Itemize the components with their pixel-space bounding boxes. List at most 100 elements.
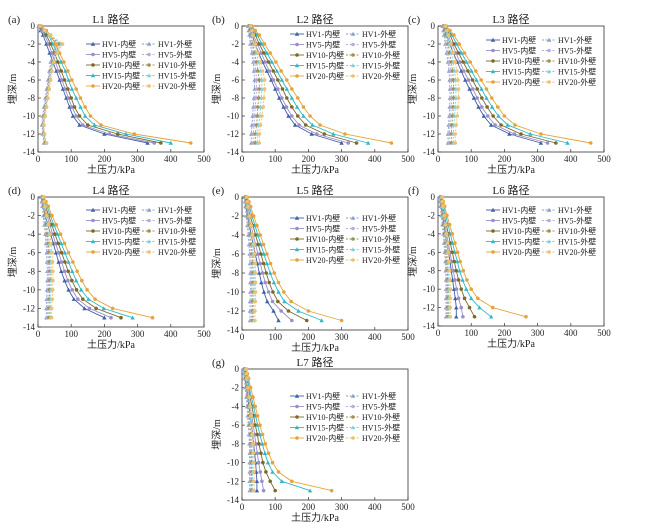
data-point <box>463 77 468 82</box>
data-point <box>255 223 259 228</box>
legend-marker <box>91 63 95 67</box>
data-point <box>99 123 103 127</box>
y-tick-label: -6 <box>232 75 240 85</box>
data-point <box>265 460 271 465</box>
data-point <box>263 60 268 64</box>
data-point <box>248 404 253 409</box>
legend-item: HV5-内壁 <box>86 49 136 59</box>
data-point <box>480 96 484 100</box>
legend-item: HV1-外壁 <box>542 35 592 45</box>
y-tick-label: -8 <box>232 93 240 103</box>
data-point <box>451 51 456 55</box>
data-point <box>82 113 88 118</box>
x-axis-label: 土压力/kPa <box>291 511 339 524</box>
data-point <box>253 290 258 294</box>
legend-label: HV10-外壁 <box>158 60 196 70</box>
data-point <box>261 289 267 294</box>
plot-frame <box>437 25 605 153</box>
data-point <box>259 252 263 256</box>
legend-item: HV5-内壁 <box>486 215 536 225</box>
legend-marker <box>91 84 95 88</box>
legend-item: HV1-外壁 <box>346 391 396 401</box>
data-point <box>256 69 260 73</box>
legend-item: HV20-内壁 <box>290 255 344 265</box>
legend-marker <box>546 37 552 42</box>
data-point <box>513 123 517 127</box>
data-point <box>132 132 137 136</box>
data-point <box>47 87 52 91</box>
data-point <box>49 306 54 311</box>
series-HV20-外壁 <box>41 195 55 320</box>
data-point <box>565 140 570 145</box>
x-tick-label: 100 <box>268 332 282 342</box>
legend-item: HV15-外壁 <box>346 60 400 70</box>
data-point <box>469 68 474 73</box>
data-point <box>462 51 467 55</box>
legend-marker <box>351 74 355 78</box>
data-point <box>261 488 266 493</box>
data-point <box>252 242 256 247</box>
data-point <box>331 131 336 136</box>
data-point <box>75 269 79 274</box>
chart-panel-7: 0 100 200 300 400 500 0 -2 -4 -6 -8 -10 -12 -14 土压力/kP… <box>211 356 415 524</box>
x-axis-label: 土压力/kPa <box>87 338 135 351</box>
x-tick-label: 0 <box>240 154 245 164</box>
legend-item: HV10-内壁 <box>86 60 140 70</box>
data-point <box>253 280 258 285</box>
panel-label: (e) <box>212 185 225 197</box>
legend-label: HV10-内壁 <box>502 226 540 236</box>
plot-frame <box>37 196 205 328</box>
legend-item: HV10-外壁 <box>142 60 196 70</box>
legend-marker <box>146 41 152 46</box>
legend-label: HV5-外壁 <box>362 223 396 233</box>
legend-item: HV15-内壁 <box>290 422 344 432</box>
data-point <box>462 69 466 73</box>
data-point <box>276 318 281 323</box>
data-point <box>290 318 294 323</box>
legend-item: HV20-外壁 <box>542 247 596 257</box>
data-point <box>256 105 260 109</box>
legend-label: HV20-外壁 <box>362 71 400 81</box>
legend-item: HV10-外壁 <box>346 50 400 60</box>
legend-label: HV1-内壁 <box>102 205 136 215</box>
series-HV5-内壁 <box>40 195 113 320</box>
y-axis-label: 埋深/m <box>407 74 419 105</box>
data-point <box>54 223 59 227</box>
data-point <box>309 131 314 136</box>
legend-label: HV20-内壁 <box>102 81 140 91</box>
data-point <box>82 306 87 311</box>
data-point <box>489 104 495 109</box>
series-HV20-外壁 <box>443 24 461 145</box>
y-tick-label: -4 <box>28 229 36 239</box>
x-tick-label: 300 <box>335 332 349 342</box>
legend-marker <box>295 258 299 262</box>
chart-title: L2 路径 <box>297 13 334 26</box>
y-tick-label: -12 <box>227 129 239 139</box>
data-point <box>440 195 444 199</box>
data-point <box>343 132 347 136</box>
legend-label: HV5-内壁 <box>102 49 136 59</box>
data-point <box>254 78 259 82</box>
x-tick-label: 200 <box>498 328 512 338</box>
x-tick-label: 300 <box>531 154 545 164</box>
data-point <box>289 299 293 304</box>
legend-marker <box>294 31 300 36</box>
y-tick-label: -6 <box>28 75 36 85</box>
y-tick-label: -2 <box>28 39 36 49</box>
data-point <box>448 314 453 319</box>
data-point <box>255 114 260 118</box>
legend-marker <box>350 393 356 398</box>
legend-marker <box>295 415 299 419</box>
legend-item: HV1-内壁 <box>86 205 136 215</box>
chart-panel-6: 0 100 200 300 400 500 0 -2 -4 -6 -8 -10 -12 -14 土压力/kP… <box>407 184 611 350</box>
legend-label: HV20-内壁 <box>102 247 140 257</box>
data-point <box>62 278 67 283</box>
series-line <box>443 25 455 143</box>
data-point <box>51 278 55 283</box>
series-HV1-外壁 <box>245 23 257 145</box>
data-point <box>62 269 67 274</box>
data-point <box>260 479 264 484</box>
data-point <box>110 306 115 311</box>
legend-label: HV5-内壁 <box>306 401 340 411</box>
